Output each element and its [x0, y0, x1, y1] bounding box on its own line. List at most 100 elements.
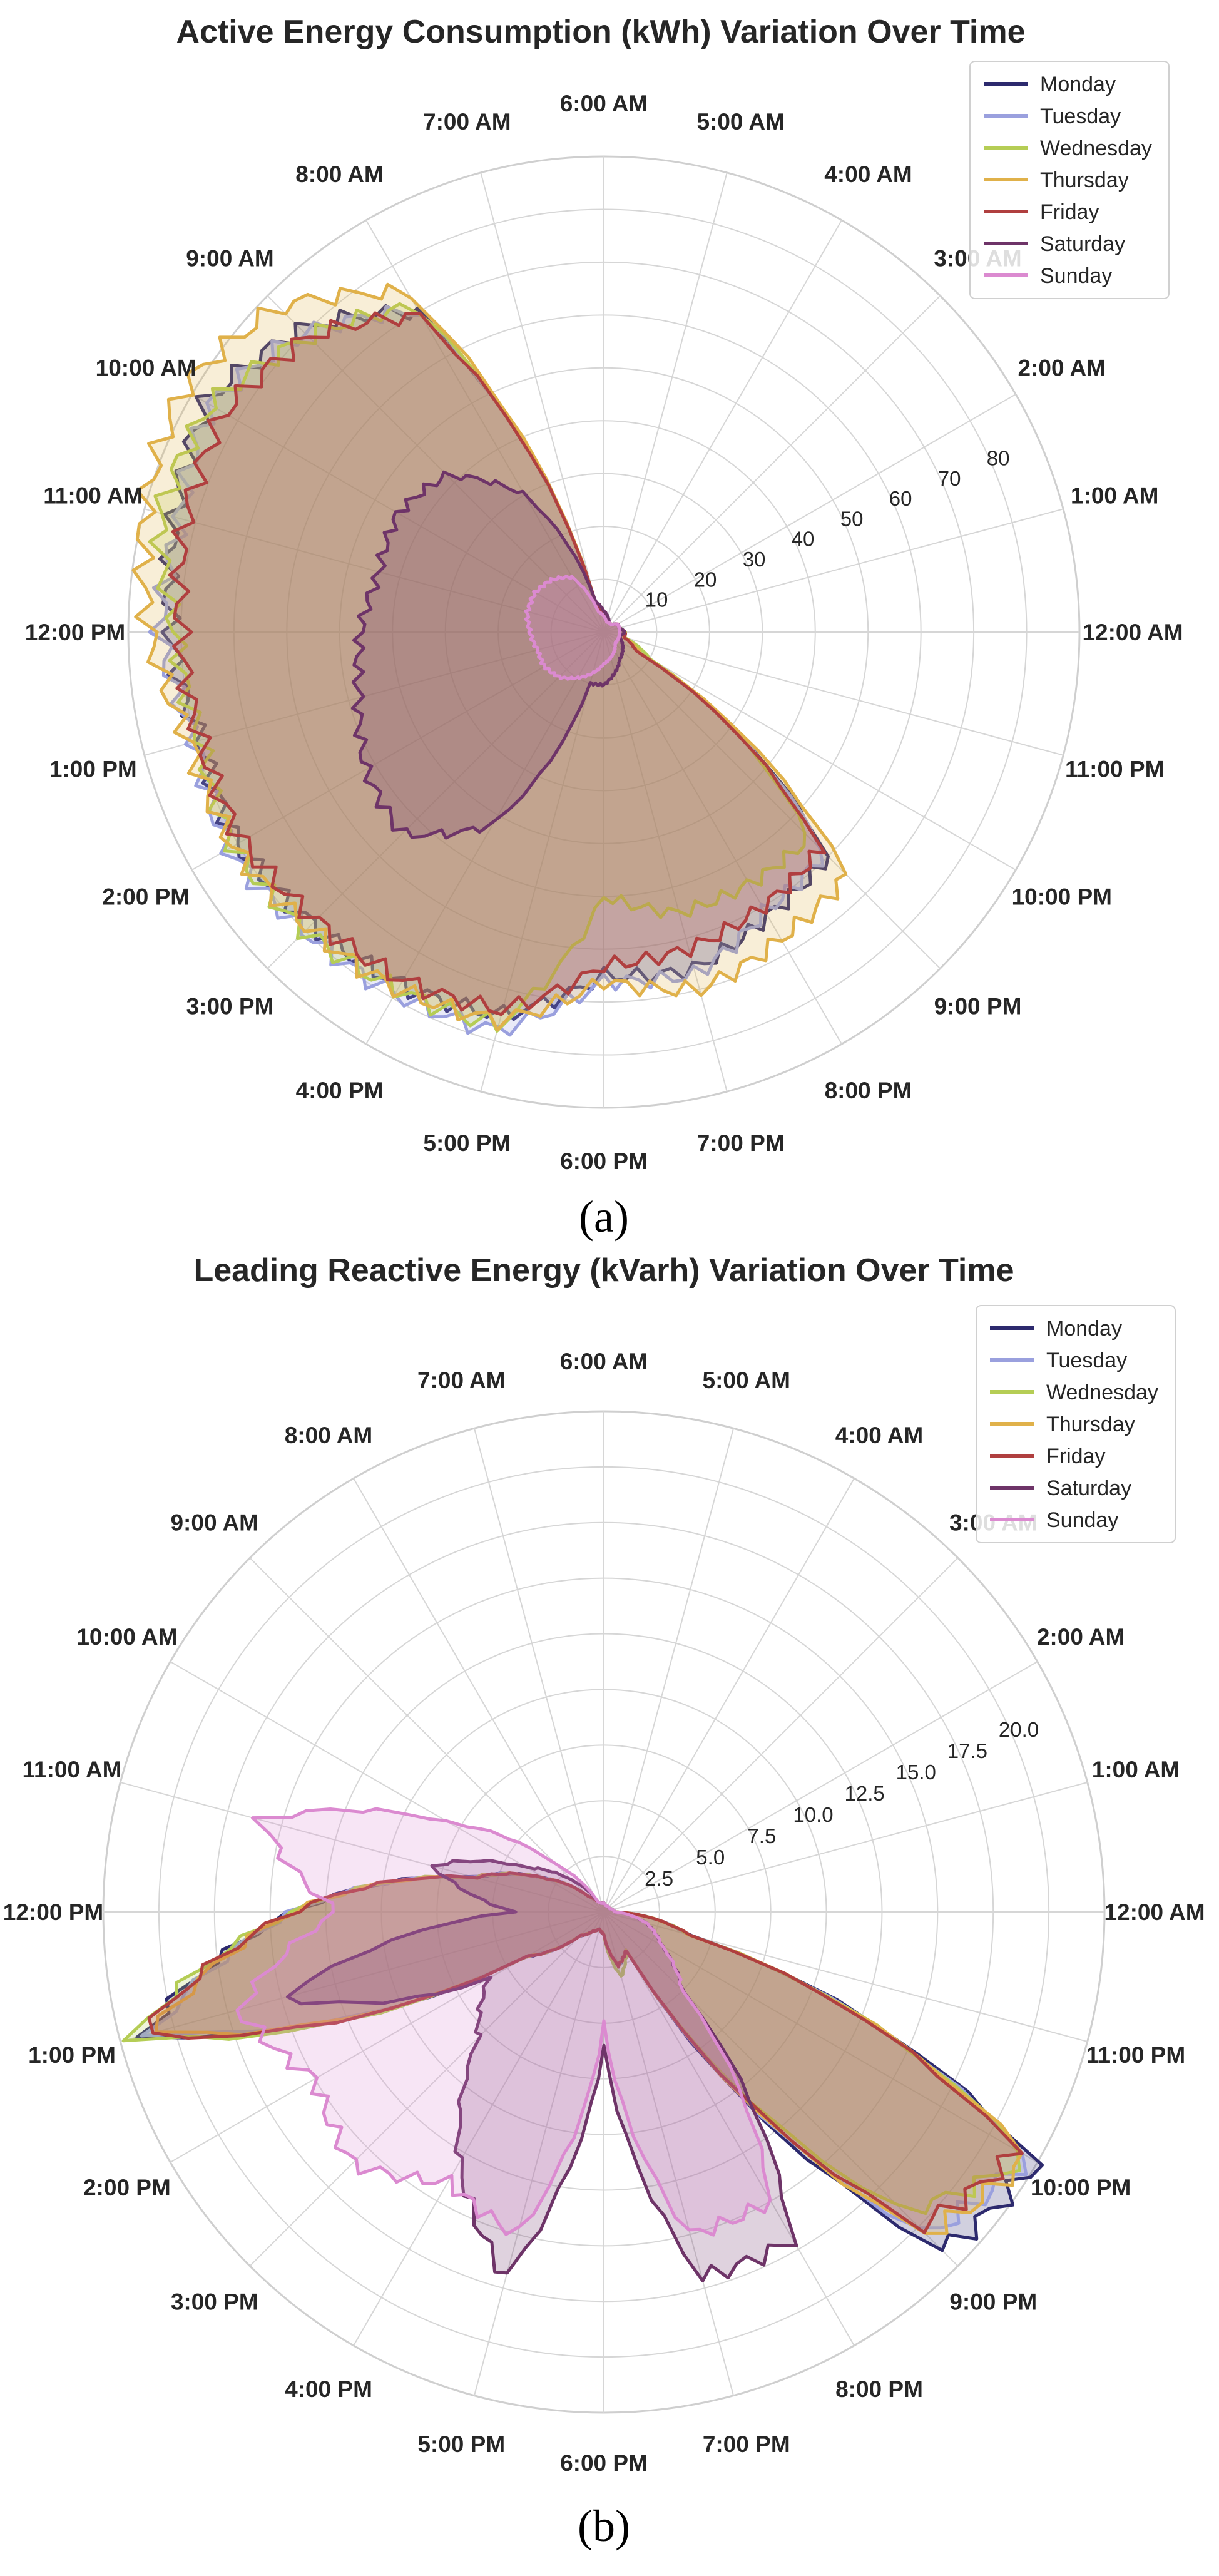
panel-b-caption: (b)	[578, 2501, 630, 2551]
legend-frame	[976, 1305, 1176, 1543]
grid-spoke	[353, 1478, 604, 1913]
grid-spoke	[267, 295, 604, 633]
hour-label: 5:00 PM	[423, 1130, 511, 1156]
legend-label: Tuesday	[1040, 105, 1121, 128]
radial-tick-label: 20	[694, 568, 717, 591]
hour-label: 8:00 PM	[835, 2376, 923, 2402]
hour-label: 8:00 AM	[295, 161, 384, 187]
hour-label: 11:00 AM	[43, 483, 143, 508]
grid-spoke	[603, 1911, 735, 2396]
radial-tick-label: 30	[743, 548, 766, 571]
series-group	[131, 282, 848, 1037]
grid-spoke	[603, 631, 1016, 871]
grid-spoke	[603, 394, 1016, 633]
polar-b: 2.5 5.0 7.5 10.0 12.5 15.0 17.5 20.0 12:00 AM 1:0…	[3, 1349, 1205, 2476]
hour-label: 3:00 PM	[186, 994, 274, 1020]
grid-spoke	[603, 508, 1064, 633]
grid-spoke	[603, 1781, 1088, 1913]
grid-spoke	[473, 1911, 604, 2396]
legend-label: Wednesday	[1040, 136, 1152, 160]
radial-tick-label: 50	[840, 507, 864, 530]
hour-label: 11:00 PM	[1065, 757, 1164, 782]
panel-a-caption: (a)	[579, 1192, 629, 1242]
radial-tick-label: 60	[889, 487, 912, 510]
grid-spoke	[191, 631, 604, 871]
hour-label: 9:00 PM	[934, 994, 1022, 1020]
hour-label: 10:00 AM	[76, 1624, 177, 1650]
hour-label: 10:00 PM	[1031, 2175, 1131, 2200]
legend-frame	[969, 61, 1170, 299]
hour-label: 1:00 PM	[49, 757, 137, 782]
hour-label: 1:00 AM	[1092, 1757, 1180, 1782]
hour-label: 9:00 PM	[949, 2289, 1037, 2314]
hour-label: 4:00 AM	[835, 1423, 924, 1448]
series-area-sunday	[235, 1807, 772, 2237]
hour-label: 4:00 PM	[296, 1078, 384, 1103]
legend-label: Sunday	[1040, 264, 1112, 288]
panel-a-title: Active Energy Consumption (kWh) Variatio…	[176, 14, 1025, 50]
hour-label: 5:00 AM	[703, 1367, 791, 1393]
grid-spoke	[603, 172, 728, 633]
radial-tick-label: 20.0	[999, 1718, 1039, 1741]
hour-label: 6:00 AM	[560, 91, 648, 116]
hour-label: 11:00 PM	[1086, 2042, 1185, 2068]
hour-label: 4:00 AM	[824, 161, 912, 187]
grid-spoke	[603, 1911, 959, 2267]
grid-spoke	[120, 1781, 604, 1913]
hour-label: 9:00 AM	[170, 1510, 258, 1536]
grid-spoke	[353, 1911, 604, 2346]
grid-spoke	[603, 1911, 1038, 2163]
hour-label: 6:00 PM	[560, 2450, 648, 2476]
legend-a: Monday Tuesday Wednesday Thursday Friday Satu…	[969, 61, 1170, 299]
grid-spoke	[170, 1661, 604, 1913]
legend-label: Monday	[1040, 73, 1116, 96]
grid-spoke	[603, 631, 728, 1092]
grid-spoke	[120, 1911, 604, 2043]
grid-spoke	[473, 1428, 604, 1913]
hour-label: 7:00 PM	[703, 2431, 790, 2457]
radial-tick-label: 5.0	[696, 1846, 725, 1869]
legend-label: Saturday	[1046, 1476, 1131, 1500]
legend-label: Tuesday	[1046, 1349, 1127, 1372]
hour-label: 6:00 PM	[560, 1148, 648, 1174]
polar-a: 10 20 30 40 50 60 70 80 12:00 AM 1:00 AM 2:00 AM 3:…	[25, 91, 1183, 1174]
legend-label: Thursday	[1040, 168, 1129, 192]
hour-label: 12:00 AM	[1104, 1899, 1205, 1925]
hour-label: 1:00 AM	[1071, 483, 1159, 508]
grid-spoke	[603, 1557, 959, 1913]
grid-spoke	[267, 631, 604, 969]
hour-label: 2:00 PM	[83, 2175, 171, 2200]
hour-label: 3:00 PM	[171, 2289, 258, 2314]
legend-label: Friday	[1040, 200, 1099, 224]
legend-label: Wednesday	[1046, 1381, 1158, 1404]
hour-label: 6:00 AM	[560, 1349, 648, 1374]
hour-label: 12:00 PM	[25, 620, 125, 645]
hour-label: 7:00 PM	[697, 1130, 785, 1156]
legend-b: Monday Tuesday Wednesday Thursday Friday Satu…	[976, 1305, 1176, 1543]
grid-spoke	[603, 1911, 855, 2346]
grid-spoke	[603, 631, 842, 1045]
grid-spoke	[603, 1661, 1038, 1913]
hour-label: 4:00 PM	[285, 2376, 372, 2402]
radial-tick-label: 7.5	[747, 1824, 776, 1848]
grid-spoke	[603, 1428, 735, 1913]
grid-spoke	[480, 172, 604, 633]
hour-label: 1:00 PM	[28, 2042, 116, 2068]
hour-label: 2:00 AM	[1037, 1624, 1125, 1650]
series-group	[121, 1807, 1044, 2282]
hour-label: 9:00 AM	[186, 245, 274, 271]
series-area-sunday	[524, 575, 622, 681]
radial-tick-label: 40	[792, 528, 815, 551]
hour-label: 12:00 AM	[1082, 620, 1183, 645]
radial-tick-label: 10.0	[793, 1803, 833, 1826]
hour-label: 7:00 AM	[423, 109, 511, 135]
radial-tick-label: 17.5	[947, 1739, 987, 1762]
legend-label: Thursday	[1046, 1413, 1135, 1436]
hour-label: 8:00 PM	[825, 1078, 912, 1103]
panel-a: Active Energy Consumption (kWh) Variatio…	[25, 14, 1183, 1242]
legend-label: Monday	[1046, 1317, 1122, 1341]
grid-spoke	[603, 1478, 855, 1913]
grid-spoke	[603, 631, 1064, 756]
grid-spoke	[249, 1911, 604, 2267]
